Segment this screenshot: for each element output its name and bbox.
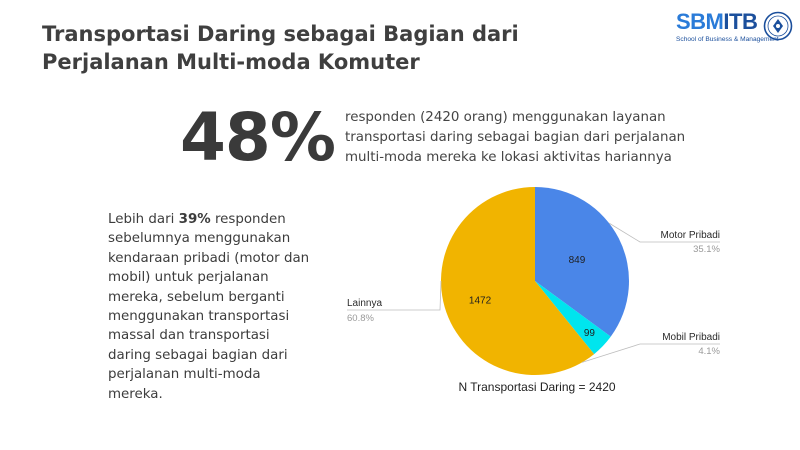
side-paragraph-line-8: daring sebagai bagian dari <box>108 347 288 363</box>
pie-slice-lainnya <box>441 187 595 375</box>
slide-title: Transportasi Daring sebagai Bagian dari … <box>42 20 562 76</box>
pie-category-label: Mobil Pribadi <box>662 332 720 343</box>
pie-leader-line <box>608 222 720 243</box>
itb-seal-icon <box>763 11 793 41</box>
logo-wordmark-itb: ITB <box>723 9 758 34</box>
pie-percent-label: 35.1% <box>693 244 720 255</box>
side-text-pre: Lebih dari <box>108 212 179 227</box>
logo-wordmark: SBMITB <box>676 9 758 35</box>
pie-slices <box>441 187 629 375</box>
highlight-line-2: transportasi daring sebagai bagian dari … <box>345 130 686 145</box>
pie-labels: 849 Motor Pribadi 35.1% 99 Mobil Pribadi 4.1%… <box>347 230 721 357</box>
pie-leader-lines <box>347 222 720 363</box>
side-text-bold-stat: 39% <box>178 212 211 227</box>
highlight-line-1: responden (2420 orang) menggunakan layan… <box>345 110 666 125</box>
side-paragraph-line-4: mobil) untuk perjalanan <box>108 270 269 286</box>
pie-category-label: Motor Pribadi <box>661 230 720 241</box>
pie-value-label: 1472 <box>469 295 492 306</box>
pie-leader-line <box>347 280 442 311</box>
side-paragraph-line-6: menggunakan transportasi <box>108 309 290 325</box>
side-paragraph: Lebih dari 39% responden sebelumnya meng… <box>108 210 328 404</box>
pie-leader-line <box>581 343 720 363</box>
side-paragraph-line-9: perjalanan multi-moda <box>108 367 261 383</box>
highlight-description: responden (2420 orang) menggunakan layan… <box>345 108 735 168</box>
slide-title-line-1: Transportasi Daring sebagai Bagian dari <box>42 22 519 46</box>
pie-value-label: 99 <box>584 328 596 339</box>
pie-slice-mobil-pribadi <box>535 281 611 355</box>
side-paragraph-line-10: mereka. <box>108 386 163 402</box>
pie-percent-label: 60.8% <box>347 313 374 324</box>
slide-title-line-2: Perjalanan Multi-moda Komuter <box>42 50 420 74</box>
pie-percent-label: 4.1% <box>698 346 720 357</box>
highlight-line-3: multi-moda mereka ke lokasi aktivitas ha… <box>345 150 672 165</box>
sbm-itb-logo: SBMITB School of Business & Management <box>676 9 794 49</box>
highlight-percentage: 48% <box>180 99 336 176</box>
side-text-post: responden <box>210 212 286 227</box>
chart-caption: N Transportasi Daring = 2420 <box>458 380 615 394</box>
side-paragraph-line-3: kendaraan pribadi (motor dan <box>108 250 310 266</box>
side-paragraph-line-5: mereka, sebelum berganti <box>108 289 285 305</box>
side-paragraph-line-7: massal dan transportasi <box>108 328 270 344</box>
pie-slice-motor-pribadi <box>535 187 629 337</box>
logo-subtitle: School of Business & Management <box>676 36 779 43</box>
pie-value-label: 849 <box>569 255 586 266</box>
side-paragraph-line-1: Lebih dari 39% responden <box>108 210 328 229</box>
pie-category-label: Lainnya <box>347 298 382 309</box>
logo-wordmark-sbm: SBM <box>676 9 724 34</box>
side-paragraph-line-2: sebelumnya menggunakan <box>108 231 291 247</box>
